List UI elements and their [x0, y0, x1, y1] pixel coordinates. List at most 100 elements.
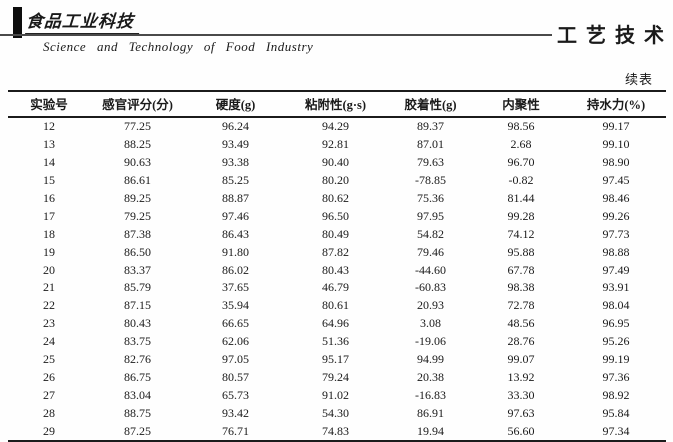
- table-row: 28 88.75 93.42 54.30 86.91 97.63 95.84: [8, 404, 666, 422]
- table-cell: 86.61: [124, 173, 151, 188]
- table-row: 13 88.25 93.49 92.81 87.01 2.68 99.10: [8, 136, 666, 154]
- table-cell: 66.65: [222, 316, 249, 331]
- table-cell: 93.42: [222, 405, 249, 420]
- table-cell: 98.46: [602, 191, 630, 205]
- table-cell: 88.75: [124, 405, 151, 420]
- table-cell: 20: [43, 262, 55, 277]
- table-cell: 93.49: [222, 137, 249, 152]
- table-cell: 99.17: [602, 119, 630, 134]
- table-cell: 27: [43, 387, 55, 402]
- table-cell: 93.38: [222, 155, 249, 170]
- table-cell: 35.94: [222, 298, 249, 313]
- table-cell: 74.12: [507, 226, 535, 241]
- table-cell: 95.26: [602, 334, 630, 349]
- table-cell: 85.79: [124, 280, 151, 295]
- continued-table-label: 续表: [624, 72, 653, 87]
- table-cell: 75.36: [417, 191, 444, 205]
- table-cell: 80.20: [322, 173, 349, 188]
- table-cell: 56.60: [476, 422, 566, 442]
- table-row: 23 80.43 66.65 64.96 3.08 48.56 96.95: [8, 315, 666, 333]
- column-header: 实验号: [8, 90, 90, 118]
- table-cell: -0.82: [508, 173, 534, 188]
- table-cell: 90.63: [124, 155, 151, 170]
- table-cell: 95.88: [507, 244, 535, 259]
- table-row: 17 79.25 97.46 96.50 97.95 99.28 99.26: [8, 207, 666, 225]
- table-row: 14 90.63 93.38 90.40 79.63 96.70 98.90: [8, 154, 666, 172]
- table-cell: 97.34: [566, 422, 666, 442]
- journal-name-english: Science and Technology of Food Industry: [43, 39, 314, 54]
- column-header: 感官评分(分): [90, 90, 185, 118]
- column-header: 硬度(g): [185, 90, 286, 118]
- table-cell: 87.82: [322, 244, 349, 259]
- table-cell: 87.38: [124, 226, 151, 241]
- table-cell: 13: [43, 137, 55, 152]
- table-cell: 99.07: [507, 352, 535, 367]
- table-cell: 72.78: [507, 298, 535, 313]
- table-cell: 20.93: [417, 298, 444, 313]
- table-header-row: 实验号 感官评分(分) 硬度(g) 粘附性(g·s) 胶着性(g) 内聚性 持水力(%): [8, 90, 666, 118]
- table-cell: 26: [43, 369, 55, 384]
- table-row: 18 87.38 86.43 80.49 54.82 74.12 97.73: [8, 225, 666, 243]
- table-cell: 88.25: [124, 137, 151, 152]
- table-cell: 28: [43, 405, 55, 420]
- table-row: 25 82.76 97.05 95.17 94.99 99.07 99.19: [8, 351, 666, 369]
- table-cell: 97.63: [507, 405, 535, 420]
- table-cell: 98.90: [602, 155, 630, 170]
- table-cell: 80.61: [322, 298, 349, 313]
- table-cell: 25: [43, 352, 55, 367]
- table-cell: 97.45: [602, 173, 630, 188]
- table-cell: 93.91: [602, 280, 630, 295]
- table-cell: 29: [8, 422, 90, 442]
- table-cell: 37.65: [222, 280, 249, 295]
- table-row: 22 87.15 35.94 80.61 20.93 72.78 98.04: [8, 297, 666, 315]
- table-row: 27 83.04 65.73 91.02 -16.83 33.30 98.92: [8, 386, 666, 404]
- table-cell: 97.46: [222, 208, 249, 223]
- journal-logo: 食品工业科技: [25, 7, 141, 35]
- table-row: 19 86.50 91.80 87.82 79.46 95.88 98.88: [8, 243, 666, 261]
- table-row: 20 83.37 86.02 80.43 -44.60 67.78 97.49: [8, 261, 666, 279]
- table-cell: 99.19: [602, 352, 630, 367]
- table-cell: 86.91: [417, 405, 444, 420]
- table-cell: 19: [43, 244, 55, 259]
- table-cell: 15: [43, 173, 55, 188]
- table-cell: 90.40: [322, 155, 349, 170]
- table-cell: -60.83: [415, 280, 446, 295]
- table-cell: 82.76: [124, 352, 151, 367]
- table-cell: 83.75: [124, 334, 151, 349]
- column-header: 内聚性: [476, 90, 566, 118]
- table-cell: 95.84: [602, 405, 630, 420]
- table-cell: 79.63: [417, 155, 444, 170]
- table-cell: -78.85: [415, 173, 446, 188]
- table-cell: 3.08: [420, 316, 441, 331]
- table-cell: 76.71: [185, 422, 286, 442]
- table-cell: 98.92: [602, 387, 630, 402]
- table-cell: 65.73: [222, 387, 249, 402]
- table-cell: 89.37: [417, 119, 444, 134]
- table-cell: 86.43: [222, 226, 249, 241]
- table-cell: 80.43: [322, 262, 349, 277]
- table-cell: 96.24: [222, 119, 249, 134]
- table-cell: 23: [43, 316, 55, 331]
- table-cell: 91.02: [322, 387, 349, 402]
- table-cell: 98.04: [602, 298, 630, 313]
- table-cell: 80.62: [322, 191, 349, 205]
- table-cell: 83.37: [124, 262, 151, 277]
- table-cell: 96.95: [602, 316, 630, 331]
- table-cell: 80.43: [124, 316, 151, 331]
- column-header: 粘附性(g·s): [286, 90, 385, 118]
- table-cell: 46.79: [322, 280, 349, 295]
- table-row: 24 83.75 62.06 51.36 -19.06 28.76 95.26: [8, 333, 666, 351]
- table-cell: 98.38: [507, 280, 535, 295]
- table-cell: -44.60: [415, 262, 446, 277]
- masthead-black-bar: [13, 7, 22, 38]
- table-cell: 48.56: [507, 316, 535, 331]
- table-cell: 99.26: [602, 208, 630, 223]
- table-row: 15 86.61 85.25 80.20 -78.85 -0.82 97.45: [8, 172, 666, 190]
- table-cell: 13.92: [507, 369, 535, 384]
- table-cell: 80.57: [222, 369, 249, 384]
- table-cell: 28.76: [507, 334, 535, 349]
- table-cell: 97.05: [222, 352, 249, 367]
- table-cell: 21: [43, 280, 55, 295]
- table-cell: 99.10: [602, 137, 630, 152]
